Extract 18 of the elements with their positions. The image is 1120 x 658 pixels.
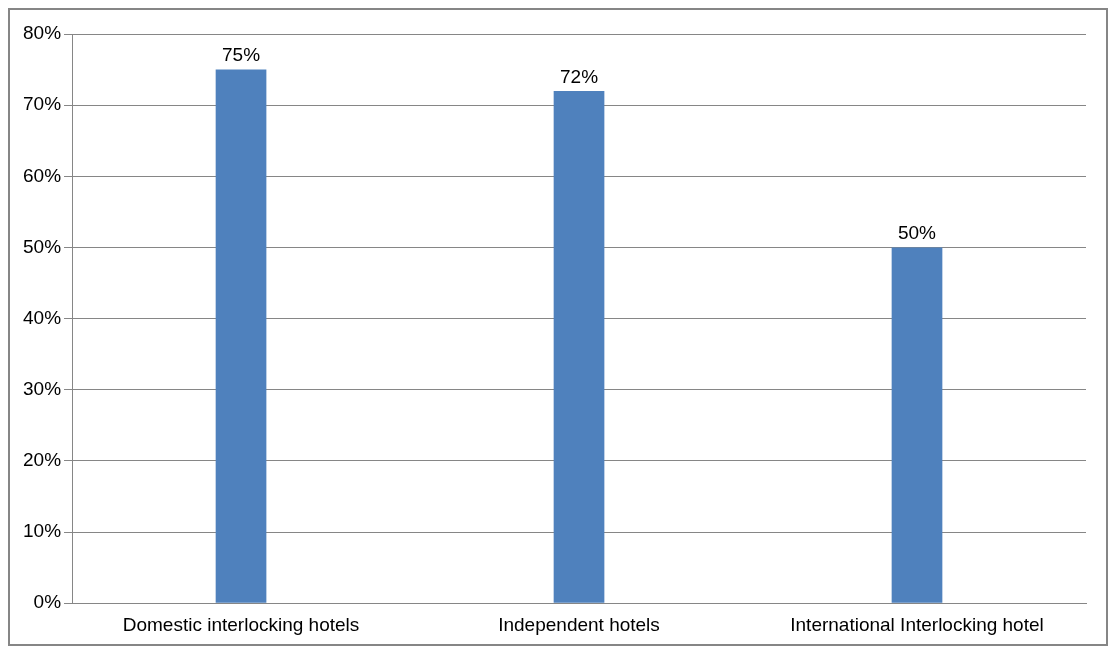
bar (891, 247, 943, 603)
y-tick-label: 80% (23, 22, 62, 44)
x-tick-label: Independent hotels (498, 613, 660, 635)
y-tick-label: 70% (23, 93, 62, 115)
y-tick-label: 40% (23, 306, 62, 328)
y-tick-label: 20% (23, 449, 62, 471)
y-tick-label: 50% (23, 235, 62, 257)
x-tick-label: Domestic interlocking hotels (122, 613, 360, 635)
y-tick-label: 0% (33, 591, 62, 613)
data-label: 50% (897, 222, 937, 244)
data-label: 75% (222, 44, 261, 66)
x-tick-label: International Interlocking hotel (790, 613, 1044, 635)
y-tick-label: 60% (23, 164, 62, 186)
bar (215, 69, 267, 603)
y-tick-label: 30% (23, 377, 62, 399)
data-label: 72% (560, 65, 599, 87)
bar (553, 90, 605, 603)
y-tick-label: 10% (23, 520, 62, 542)
